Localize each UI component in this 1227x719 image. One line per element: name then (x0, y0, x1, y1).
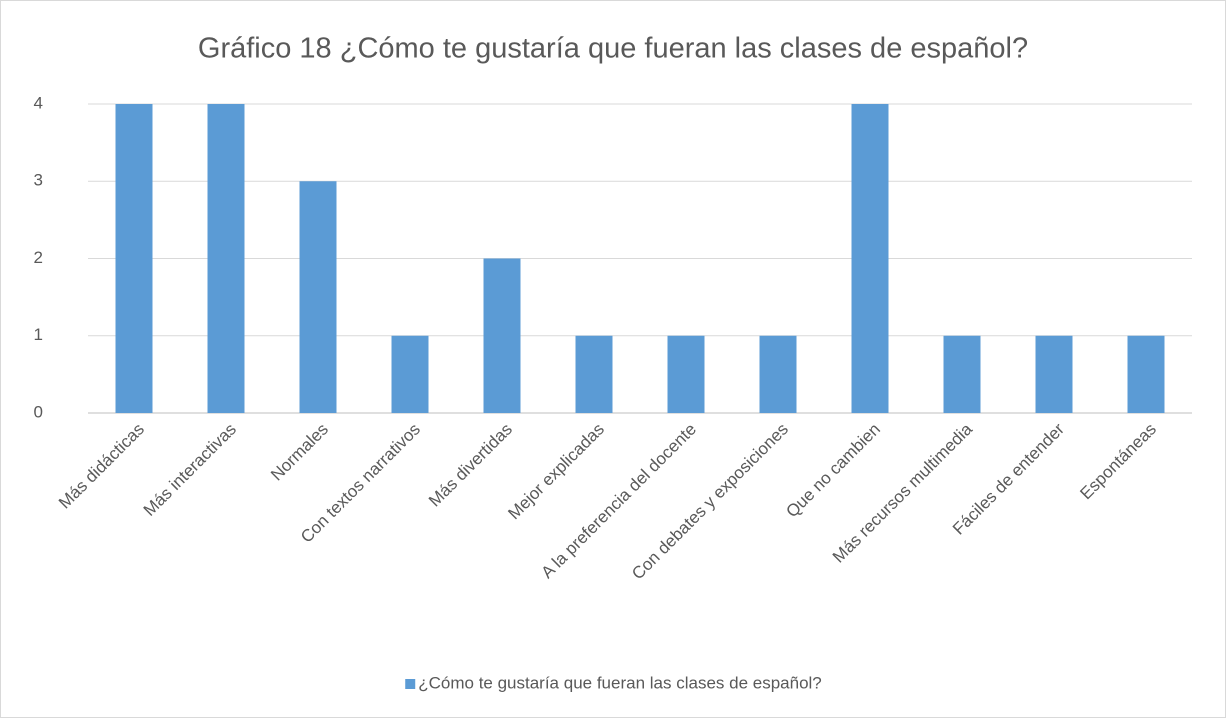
chart-title: Gráfico 18 ¿Cómo te gustaría que fueran … (198, 33, 1028, 65)
y-tick-label: 1 (34, 325, 43, 344)
bar (299, 181, 337, 413)
bar (759, 335, 797, 413)
y-tick-label: 0 (34, 402, 43, 421)
bar (575, 335, 613, 413)
bar (667, 335, 705, 413)
bar (207, 104, 245, 413)
bar (851, 104, 889, 413)
bar (943, 335, 981, 413)
bar (1127, 335, 1165, 413)
bar (115, 104, 153, 413)
bar (1035, 335, 1073, 413)
y-tick-label: 4 (34, 93, 43, 112)
legend-label: ¿Cómo te gustaría que fueran las clases … (418, 673, 822, 692)
bar (391, 335, 429, 413)
y-tick-label: 3 (34, 171, 43, 190)
legend-swatch (405, 679, 416, 689)
y-tick-label: 2 (34, 248, 43, 267)
bar (483, 258, 521, 413)
